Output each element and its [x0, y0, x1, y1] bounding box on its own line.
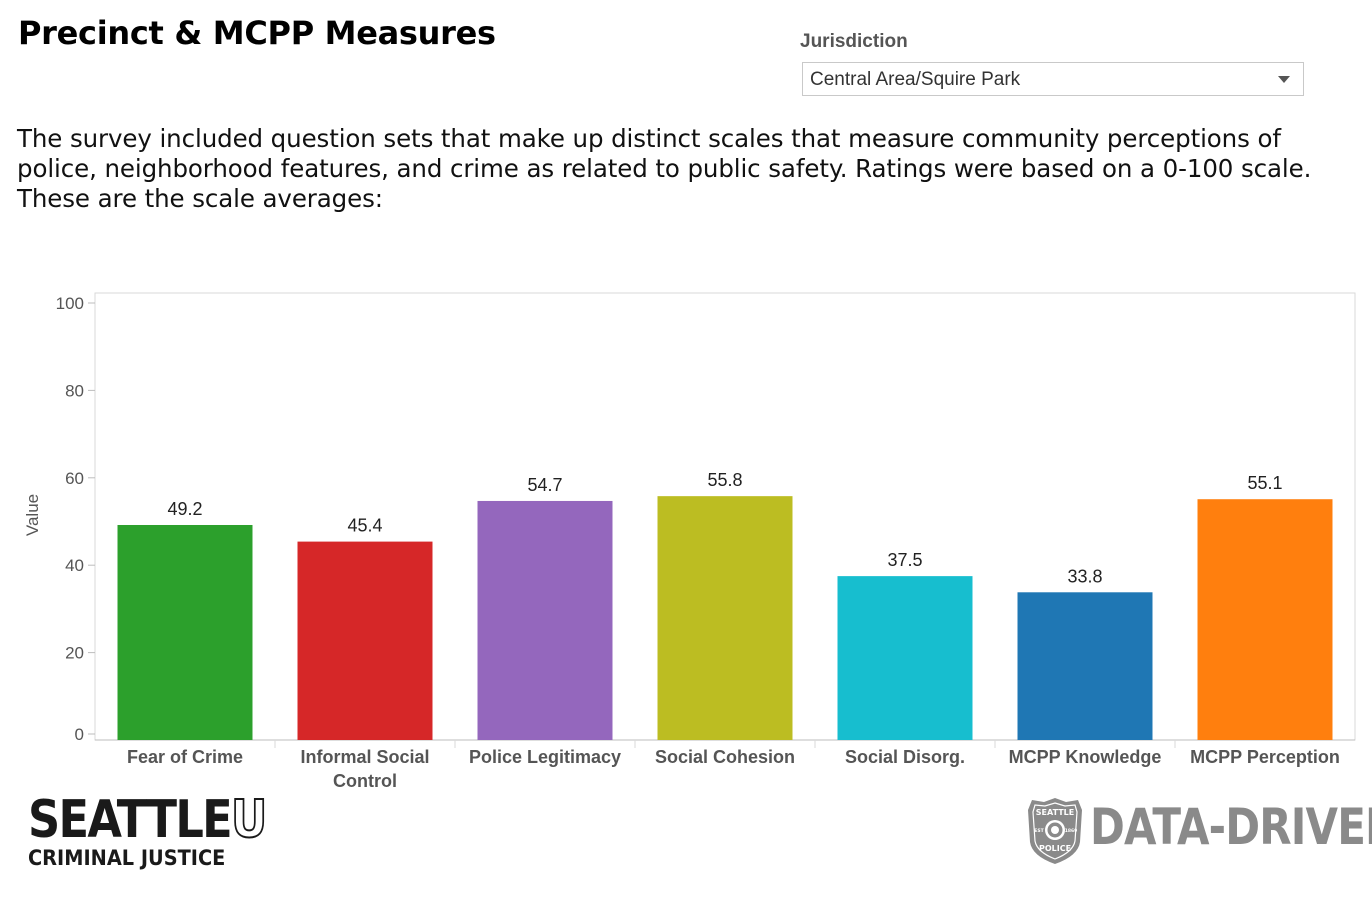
- x-tick-label: Control: [333, 771, 397, 791]
- bar-chart: 0 20 40 60 80 100 Value 49.2 Fear of Crime 45.4 In…: [23, 292, 1356, 791]
- data-label: 54.7: [527, 475, 562, 495]
- badge-top-text: SEATTLE: [1036, 808, 1074, 817]
- y-tick-label: 60: [65, 469, 84, 488]
- bar: [837, 576, 973, 740]
- x-tick-label: Fear of Crime: [127, 747, 243, 767]
- intro-paragraph: The survey included question sets that m…: [17, 124, 1312, 213]
- page-title: Precinct & MCPP Measures: [18, 14, 496, 52]
- jurisdiction-filter-label: Jurisdiction: [800, 31, 908, 52]
- data-label: 55.1: [1247, 473, 1282, 493]
- y-tick-label: 20: [65, 644, 84, 663]
- seattleu-logo-subtitle: CRIMINAL JUSTICE: [28, 846, 226, 870]
- jurisdiction-selected-value: Central Area/Squire Park: [810, 69, 1021, 90]
- x-tick-label: Police Legitimacy: [469, 747, 621, 767]
- badge-right-text: 1869: [1065, 828, 1078, 834]
- seattleu-logo-text: SEATTLE: [28, 790, 233, 850]
- data-label: 49.2: [167, 499, 202, 519]
- badge-left-text: EST: [1034, 828, 1044, 834]
- bar: [477, 500, 613, 740]
- bar: [657, 496, 793, 740]
- data-label: 33.8: [1067, 566, 1102, 586]
- data-label: 37.5: [887, 550, 922, 570]
- x-tick-label: Informal Social: [300, 747, 429, 767]
- jurisdiction-dropdown[interactable]: Central Area/Squire Park: [802, 62, 1304, 96]
- chevron-down-icon[interactable]: [1278, 76, 1290, 83]
- x-tick-label: MCPP Perception: [1190, 747, 1340, 767]
- badge-bottom-text: POLICE: [1039, 844, 1071, 853]
- y-tick-label: 80: [65, 381, 84, 400]
- bar: [117, 524, 253, 740]
- y-tick-label: 0: [75, 725, 84, 744]
- x-tick-label: MCPP Knowledge: [1009, 747, 1162, 767]
- x-tick-label: Social Disorg.: [845, 747, 965, 767]
- seattleu-logo-u: U: [230, 790, 268, 850]
- police-badge-icon: SEATTLE POLICE EST 1869: [1028, 798, 1082, 864]
- y-axis-label: Value: [23, 494, 42, 536]
- bar: [1017, 592, 1153, 740]
- y-tick-label: 40: [65, 556, 84, 575]
- y-tick-label: 100: [56, 294, 84, 313]
- bar: [297, 541, 433, 740]
- x-tick-label: Social Cohesion: [655, 747, 795, 767]
- seattle-university-logo: SEATTLEU CRIMINAL JUSTICE: [28, 790, 304, 870]
- data-label: 45.4: [347, 516, 382, 536]
- data-label: 55.8: [707, 470, 742, 490]
- data-driven-logo-text: DATA-DRIVEN: [1090, 798, 1372, 856]
- bar: [1197, 499, 1333, 740]
